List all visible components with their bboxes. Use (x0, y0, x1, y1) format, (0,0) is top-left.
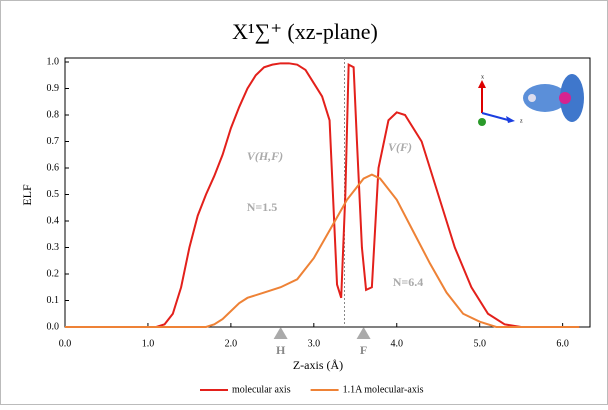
atom-label: H (276, 343, 286, 357)
legend-label: molecular axis (232, 384, 291, 395)
x-tick-label: 5.0 (473, 338, 486, 349)
inset-molecule: xz (478, 74, 584, 126)
y-tick-label: 1.0 (47, 56, 60, 67)
atom-marker (356, 327, 371, 339)
x-tick-label: 0.0 (59, 338, 72, 349)
annotation: V(H,F) (247, 149, 283, 163)
atom-label: F (360, 343, 367, 357)
annotation: N=6.4 (393, 275, 424, 289)
svg-text:x: x (481, 74, 484, 80)
x-axis-label: Z-axis (Å) (293, 358, 343, 372)
x-tick-label: 1.0 (142, 338, 155, 349)
y-tick-label: 0.9 (47, 83, 60, 94)
x-tick-label: 4.0 (391, 338, 404, 349)
x-tick-label: 2.0 (225, 338, 238, 349)
legend-label: 1.1A molecular-axis (343, 384, 424, 395)
y-tick-label: 0.0 (47, 321, 60, 332)
y-tick-label: 0.2 (47, 268, 60, 279)
y-tick-label: 0.4 (47, 215, 60, 226)
y-tick-label: 0.6 (47, 162, 60, 173)
line-series (65, 62, 580, 328)
x-tick-label: 3.0 (308, 338, 321, 349)
y-tick-label: 0.5 (47, 189, 60, 200)
y-tick-label: 0.7 (47, 136, 60, 147)
y-axis-label: ELF (20, 184, 34, 206)
annotation: V(F) (388, 140, 412, 154)
y-tick-label: 0.3 (47, 242, 60, 253)
annotation: N=1.5 (247, 200, 278, 214)
plot-frame (64, 57, 591, 328)
y-tick-label: 0.1 (47, 295, 60, 306)
atom-marker (273, 327, 288, 339)
svg-text:z: z (520, 118, 523, 124)
y-tick-label: 0.8 (47, 109, 60, 120)
line-series (65, 173, 580, 328)
x-tick-label: 6.0 (556, 338, 569, 349)
chart-title: X¹∑⁺ (xz-plane) (232, 19, 378, 44)
